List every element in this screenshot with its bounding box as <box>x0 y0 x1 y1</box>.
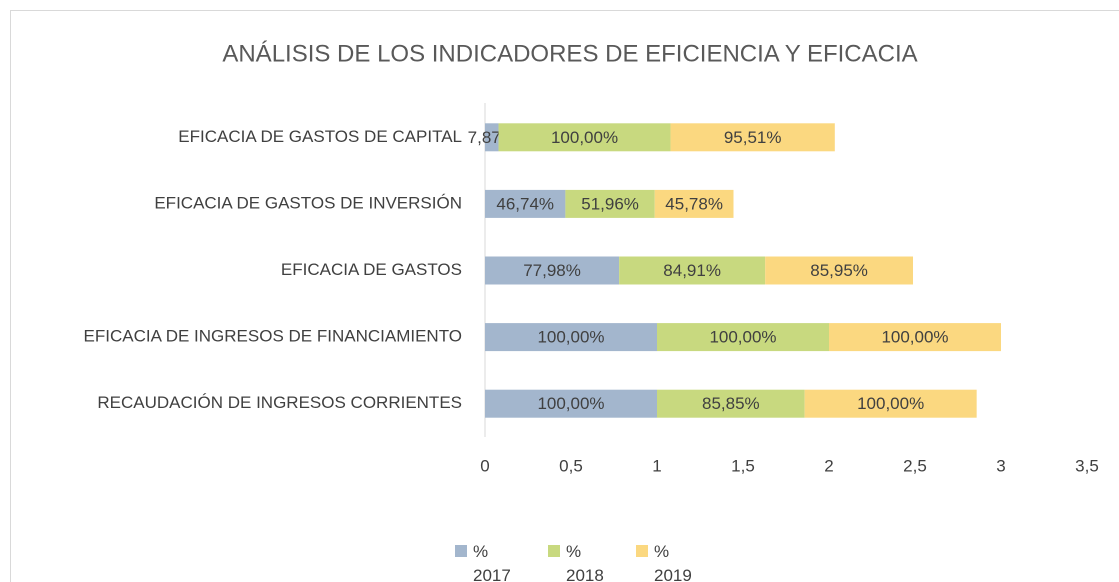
data-label: 100,00% <box>551 128 618 147</box>
bar-segment <box>657 323 829 352</box>
x-tick-label: 3,5 <box>1075 456 1099 475</box>
legend-item: % 2017 <box>455 540 521 582</box>
bar-segment <box>485 389 657 418</box>
x-tick-label: 0 <box>480 456 489 475</box>
chart-border <box>10 10 1119 582</box>
data-label: 100,00% <box>881 328 948 347</box>
bar-segment <box>765 256 914 285</box>
data-label: 100,00% <box>537 328 604 347</box>
bar-segment <box>619 256 766 285</box>
bar-segment <box>485 123 499 152</box>
x-tick-label: 2,5 <box>903 456 927 475</box>
y-tick-label: EFICACIA DE GASTOS DE CAPITAL <box>178 127 462 146</box>
data-label: 46,74% <box>496 194 554 213</box>
bar-segment <box>657 389 805 418</box>
legend-swatch <box>455 545 467 557</box>
x-tick-label: 2 <box>824 456 833 475</box>
legend-swatch <box>636 545 648 557</box>
x-tick-label: 1,5 <box>731 456 755 475</box>
data-label: 100,00% <box>709 328 776 347</box>
data-label: 51,96% <box>581 194 639 213</box>
chart-title: ANÁLISIS DE LOS INDICADORES DE EFICIENCI… <box>222 40 917 67</box>
data-label: 100,00% <box>537 394 604 413</box>
data-label: 100,00% <box>857 394 924 413</box>
y-tick-label: RECAUDACIÓN DE INGRESOS CORRIENTES <box>97 393 462 412</box>
bar-segment <box>485 323 657 352</box>
y-tick-label: EFICACIA DE INGRESOS DE FINANCIAMIENTO <box>84 327 462 346</box>
bar-segment <box>485 189 566 218</box>
x-tick-label: 0,5 <box>559 456 583 475</box>
legend-swatch <box>548 545 560 557</box>
x-tick-label: 3 <box>996 456 1005 475</box>
legend-label: % 2018 <box>566 542 604 582</box>
x-tick-label: 1 <box>652 456 661 475</box>
bar-segment <box>565 189 655 218</box>
legend-item: % 2018 <box>548 540 614 582</box>
bar-segment <box>485 256 620 285</box>
data-label: 77,98% <box>523 261 581 280</box>
bar-segment <box>829 323 1001 352</box>
bar-segment <box>670 123 835 152</box>
data-label: 85,95% <box>810 261 868 280</box>
legend-label: % 2017 <box>473 542 511 582</box>
legend-item: % 2019 <box>636 540 702 582</box>
bar-segment <box>804 389 977 418</box>
data-label: 84,91% <box>663 261 721 280</box>
bar-segment <box>654 189 734 218</box>
y-tick-label: EFICACIA DE GASTOS <box>281 260 462 279</box>
data-label: 45,78% <box>665 194 723 213</box>
legend-label: % 2019 <box>654 542 692 582</box>
y-tick-label: EFICACIA DE GASTOS DE INVERSIÓN <box>154 193 462 212</box>
data-label: 85,85% <box>702 394 760 413</box>
bar-segment <box>498 123 671 152</box>
data-label: 95,51% <box>724 128 782 147</box>
